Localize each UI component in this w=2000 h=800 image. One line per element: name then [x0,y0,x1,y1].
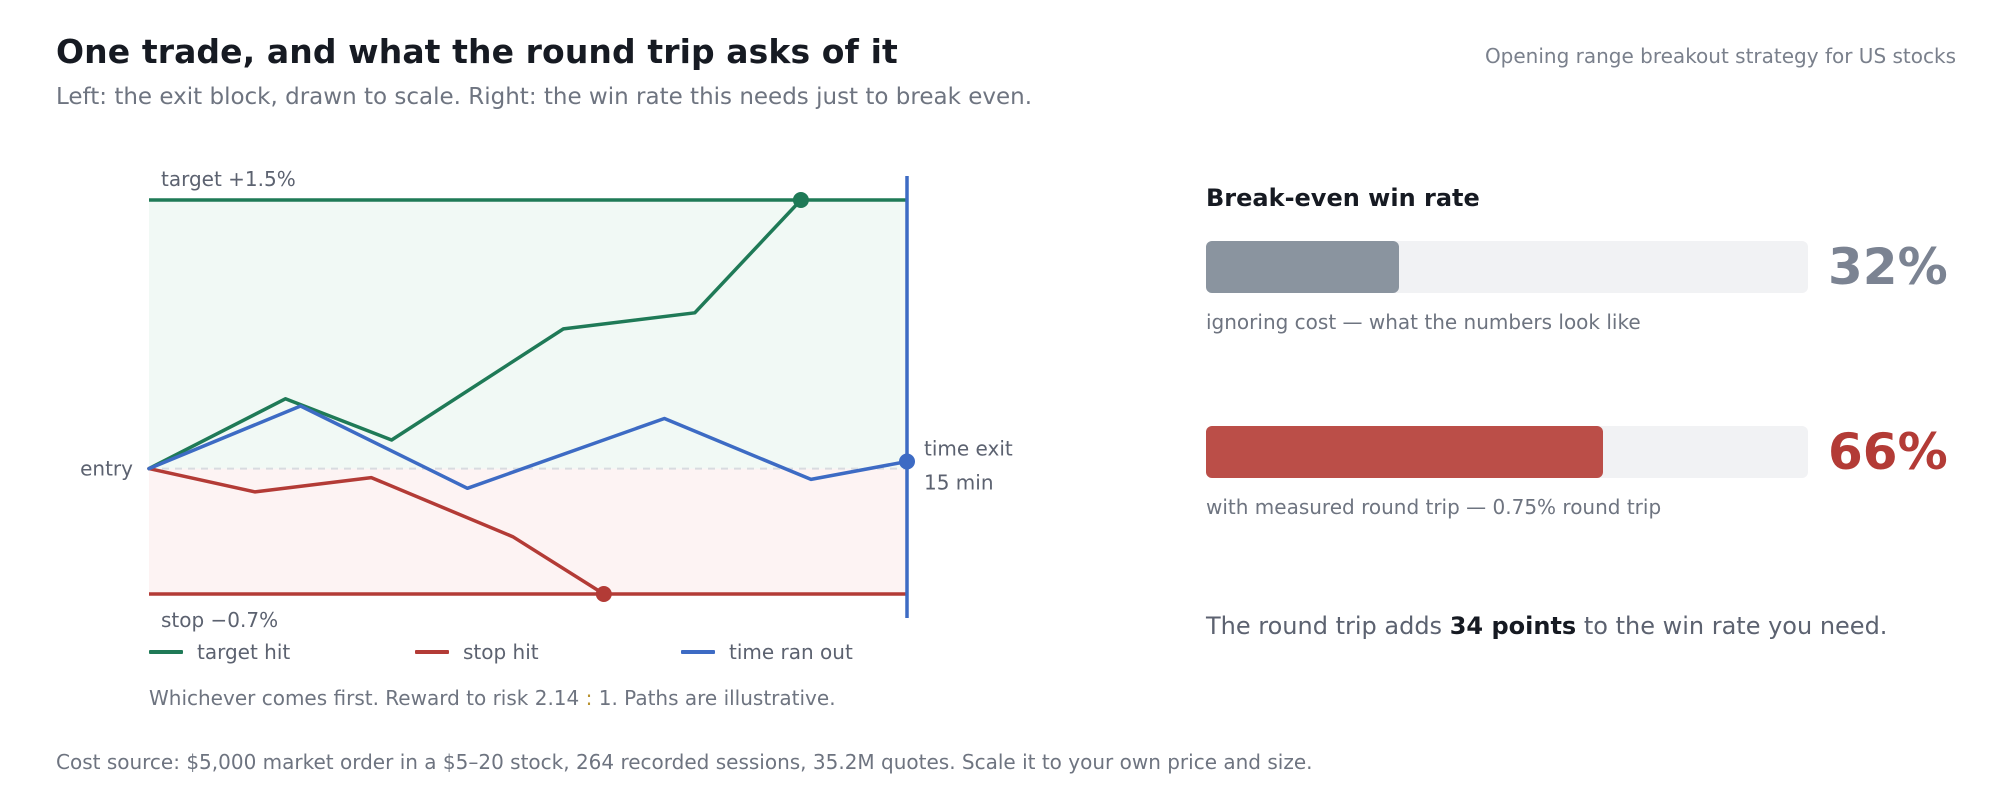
chart-note-separator: : [585,686,593,710]
bar-with-cost [1206,426,1604,478]
summary-suffix: to the win rate you need. [1583,612,1888,640]
bar-ignoring-cost [1206,241,1399,293]
target-label: target +1.5% [161,167,296,191]
summary-prefix: The round trip adds [1206,612,1443,640]
legend-label-time: time ran out [729,640,853,664]
bar-caption-ignoring-cost: ignoring cost — what the numbers look li… [1206,310,1641,334]
bar-value-with-cost: 66% [1828,423,1948,481]
series-end-point-stop-hit [595,586,612,602]
summary-sentence: The round trip adds 34 points to the win… [1206,612,1887,640]
chart-legend: target hit stop hit time ran out [149,640,949,670]
stop-label: stop −0.7% [161,608,278,632]
strategy-context: Opening range breakout strategy for US s… [1484,44,1956,68]
summary-emphasis: 34 points [1449,612,1577,640]
legend-label-stop: stop hit [463,640,539,664]
page-subtitle: Left: the exit block, drawn to scale. Ri… [56,84,1033,110]
series-line-time-ran-out [147,404,909,491]
bar-caption-with-cost: with measured round trip — 0.75% round t… [1206,495,1662,519]
bar-value-ignoring-cost: 32% [1828,238,1948,296]
page-title: One trade, and what the round trip asks … [56,32,898,71]
trade-path-chart: target +1.5% stop −0.7% entry time exit … [80,167,1013,632]
bar-track-ignoring-cost [1206,241,1808,293]
break-even-title: Break-even win rate [1206,184,1480,212]
time-exit-label: time exit [924,437,1013,461]
series-end-point-time-ran-out [899,453,915,470]
cost-source-footnote: Cost source: $5,000 market order in a $5… [56,750,1313,774]
legend-target-hit: target hit [149,640,290,664]
entry-label: entry [80,457,133,481]
series-line-stop-hit [147,466,606,596]
legend-time-ran-out: time ran out [681,640,853,664]
legend-swatch-time [681,650,715,654]
chart-note: Whichever comes first. Reward to risk 2.… [149,686,836,710]
bar-track-with-cost [1206,426,1808,478]
chart-note-part1: Whichever comes first. Reward to risk 2.… [149,686,580,710]
legend-swatch-stop [415,650,449,654]
time-exit-minutes-label: 15 min [924,471,994,495]
chart-note-part2: 1. Paths are illustrative. [598,686,836,710]
loss-zone [149,468,907,594]
series-end-point-target-hit [792,192,809,208]
legend-stop-hit: stop hit [415,640,539,664]
series-line-target-hit [147,198,803,471]
legend-label-target: target hit [197,640,291,664]
profit-zone [149,200,907,469]
series-layer [147,192,915,602]
legend-swatch-target [149,650,183,654]
